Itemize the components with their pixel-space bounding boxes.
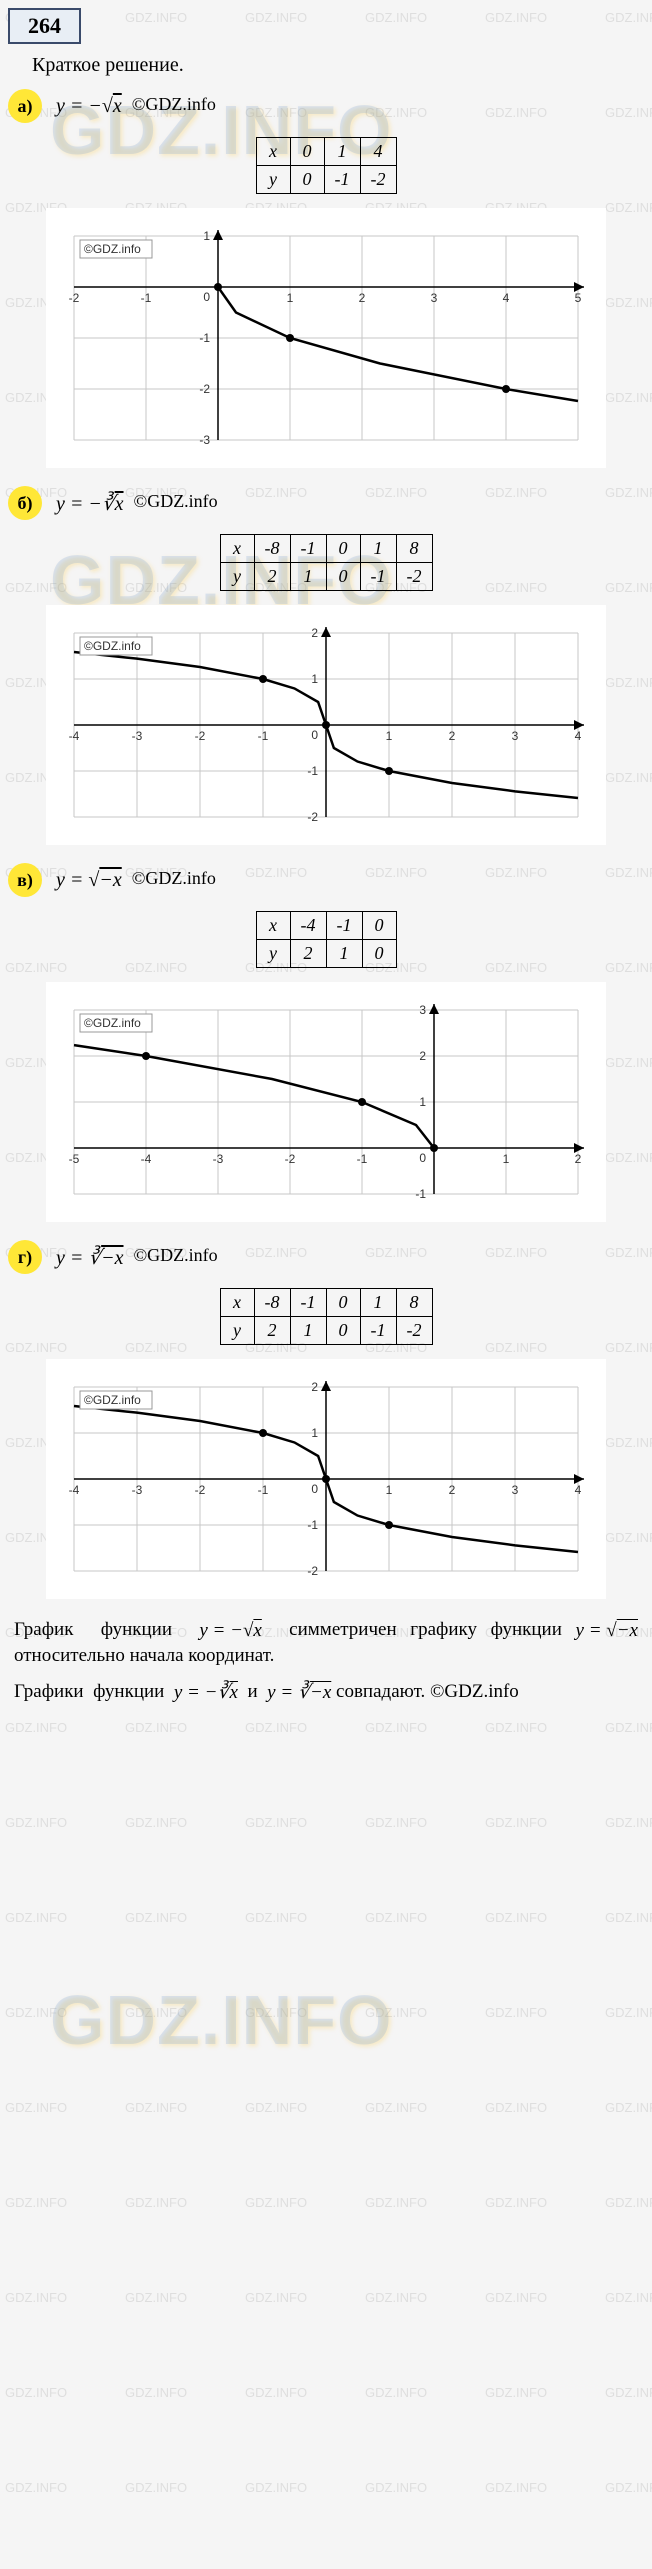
svg-text:1: 1 <box>386 1483 393 1497</box>
table-g: x-8-1018y210-1-2 <box>220 1288 433 1345</box>
svg-text:©GDZ.info: ©GDZ.info <box>84 639 141 653</box>
svg-text:-2: -2 <box>307 1564 318 1578</box>
subtitle: Краткое решение. <box>32 54 644 77</box>
svg-text:2: 2 <box>449 729 456 743</box>
svg-text:2: 2 <box>311 1380 318 1394</box>
svg-text:-4: -4 <box>69 1483 80 1497</box>
part-v-formula: y = √−x <box>56 869 122 892</box>
svg-text:-1: -1 <box>357 1152 368 1166</box>
svg-text:-4: -4 <box>69 729 80 743</box>
svg-text:-3: -3 <box>213 1152 224 1166</box>
conclusion-1: График функции y = −√x симметричен графи… <box>14 1617 638 1669</box>
chart-g: -4 -3 -2 -1 1 2 3 4 -2 -1 1 2 0 ©GDZ.info <box>46 1359 606 1599</box>
svg-text:4: 4 <box>575 1483 582 1497</box>
part-g-label: г) <box>8 1240 42 1274</box>
svg-text:-4: -4 <box>141 1152 152 1166</box>
part-a-formula: y = −√x <box>56 95 122 118</box>
svg-text:-1: -1 <box>307 764 318 778</box>
table-v: x-4-10y210 <box>256 911 397 968</box>
svg-text:-3: -3 <box>132 1483 143 1497</box>
svg-text:-2: -2 <box>195 729 206 743</box>
svg-text:3: 3 <box>431 291 438 305</box>
svg-text:-3: -3 <box>132 729 143 743</box>
svg-text:-1: -1 <box>258 729 269 743</box>
table-b: x-8-1018y210-1-2 <box>220 534 433 591</box>
svg-text:-2: -2 <box>195 1483 206 1497</box>
svg-text:1: 1 <box>419 1095 426 1109</box>
svg-text:1: 1 <box>287 291 294 305</box>
svg-text:3: 3 <box>512 1483 519 1497</box>
part-v: в) y = √−x ©GDZ.info <box>8 863 644 897</box>
part-b: б) y = −∛x ©GDZ.info <box>8 486 644 520</box>
svg-text:-2: -2 <box>199 382 210 396</box>
svg-text:5: 5 <box>575 291 582 305</box>
svg-text:3: 3 <box>419 1003 426 1017</box>
svg-text:0: 0 <box>203 290 210 304</box>
copyright-inline: ©GDZ.info <box>134 1245 218 1265</box>
svg-text:©GDZ.info: ©GDZ.info <box>84 1016 141 1030</box>
svg-text:-1: -1 <box>307 1518 318 1532</box>
svg-text:2: 2 <box>311 626 318 640</box>
svg-text:©GDZ.info: ©GDZ.info <box>84 1393 141 1407</box>
copyright-inline: ©GDZ.info <box>134 491 218 511</box>
svg-text:3: 3 <box>512 729 519 743</box>
part-g-formula: y = ∛−x <box>56 1245 124 1270</box>
svg-text:-1: -1 <box>415 1187 426 1201</box>
svg-text:2: 2 <box>359 291 366 305</box>
conclusion-2: Графики функции y = −∛x и y = ∛−x совпад… <box>14 1679 638 1705</box>
svg-text:2: 2 <box>575 1152 582 1166</box>
svg-text:1: 1 <box>311 1426 318 1440</box>
table-a: x014y0-1-2 <box>256 137 397 194</box>
svg-text:©GDZ.info: ©GDZ.info <box>84 242 141 256</box>
svg-text:0: 0 <box>311 728 318 742</box>
svg-text:-5: -5 <box>69 1152 80 1166</box>
chart-b: -4 -3 -2 -1 1 2 3 4 -2 -1 1 2 0 ©GDZ.info <box>46 605 606 845</box>
part-a-label: а) <box>8 89 42 123</box>
svg-text:-1: -1 <box>258 1483 269 1497</box>
copyright-inline: ©GDZ.info <box>132 94 216 114</box>
svg-text:-2: -2 <box>285 1152 296 1166</box>
svg-text:-1: -1 <box>141 291 152 305</box>
part-b-formula: y = −∛x <box>56 491 124 516</box>
svg-text:0: 0 <box>419 1151 426 1165</box>
svg-text:1: 1 <box>503 1152 510 1166</box>
svg-text:4: 4 <box>575 729 582 743</box>
part-a: а) y = −√x ©GDZ.info <box>8 89 644 123</box>
problem-number: 264 <box>8 8 81 44</box>
svg-text:1: 1 <box>386 729 393 743</box>
svg-text:0: 0 <box>311 1482 318 1496</box>
part-g: г) y = ∛−x ©GDZ.info <box>8 1240 644 1274</box>
svg-text:-1: -1 <box>199 331 210 345</box>
copyright-inline: ©GDZ.info <box>132 868 216 888</box>
svg-text:2: 2 <box>419 1049 426 1063</box>
svg-text:2: 2 <box>449 1483 456 1497</box>
svg-text:-2: -2 <box>307 810 318 824</box>
chart-v: -5 -4 -3 -2 -1 1 2 -1 1 2 3 0 ©GDZ.info <box>46 982 606 1222</box>
svg-text:-2: -2 <box>69 291 80 305</box>
chart-a: -2 -1 1 2 3 4 5 -3 -2 -1 1 0 ©GDZ.info <box>46 208 606 468</box>
svg-text:-3: -3 <box>199 433 210 447</box>
svg-text:4: 4 <box>503 291 510 305</box>
svg-text:1: 1 <box>203 229 210 243</box>
part-b-label: б) <box>8 486 42 520</box>
part-v-label: в) <box>8 863 42 897</box>
svg-text:1: 1 <box>311 672 318 686</box>
